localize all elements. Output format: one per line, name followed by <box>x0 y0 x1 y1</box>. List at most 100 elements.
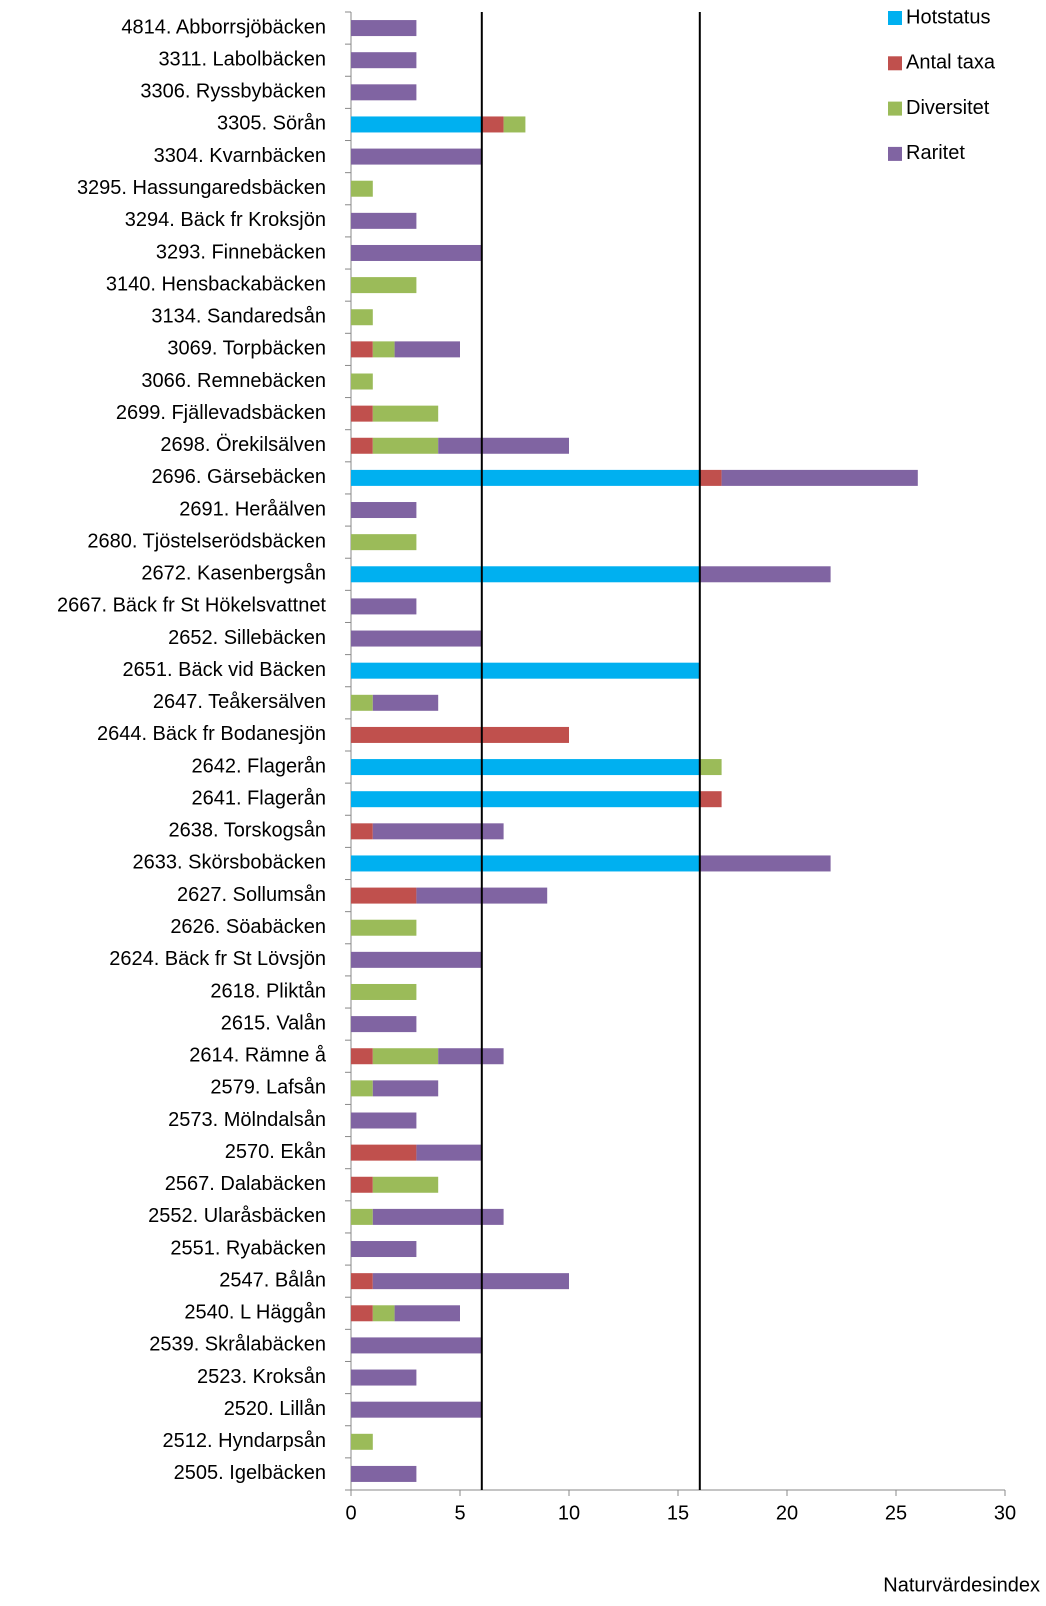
x-tick-label: 0 <box>345 1502 356 1524</box>
y-tick-label: 2627. Sollumsån <box>177 884 326 906</box>
bar-segment <box>351 1112 417 1129</box>
bar-segment <box>351 598 417 615</box>
legend-swatch <box>888 11 902 25</box>
bar-segment <box>372 405 439 422</box>
y-tick-label: 2699. Fjällevadsbäcken <box>116 402 326 424</box>
bar-segment <box>351 951 482 968</box>
x-tick-label: 25 <box>885 1502 907 1524</box>
bar-segment <box>351 1305 373 1322</box>
bar-segment <box>351 84 417 101</box>
bar-segment <box>372 1176 439 1193</box>
legend-label: Diversitet <box>906 97 990 119</box>
bar-segment <box>351 534 417 551</box>
y-tick-label: 2551. Ryabäcken <box>170 1237 326 1259</box>
legend-swatch <box>888 101 902 116</box>
y-tick-label: 2647. Teåkersälven <box>153 691 326 713</box>
y-tick-label: 2644. Bäck fr Bodanesjön <box>97 723 326 745</box>
y-tick-label: 2696. Gärsebäcken <box>151 466 326 488</box>
bar-segment <box>351 1048 373 1065</box>
y-tick-label: 2570. Ekån <box>225 1141 326 1163</box>
y-tick-label: 2698. Örekilsälven <box>160 434 326 456</box>
legend-swatch <box>888 56 902 71</box>
bar-segment <box>699 791 722 808</box>
x-tick-label: 20 <box>776 1502 798 1524</box>
y-tick-label: 2540. L Häggån <box>184 1302 326 1324</box>
bar-segment <box>372 1080 439 1097</box>
bar-segment <box>699 759 722 776</box>
bar-segment <box>351 502 417 519</box>
y-tick-label: 2642. Flagerån <box>191 755 326 777</box>
y-tick-label: 2520. Lillån <box>224 1398 326 1420</box>
y-tick-label: 2641. Flagerån <box>191 787 326 809</box>
bar-segment <box>351 759 700 776</box>
x-tick-label: 10 <box>558 1502 580 1524</box>
y-tick-label: 3134. Sandaredsån <box>151 306 326 328</box>
bar-segment <box>351 116 482 133</box>
y-tick-label: 2633. Skörsbobäcken <box>133 852 326 874</box>
bar-segment <box>372 1305 395 1322</box>
bar-segment <box>372 1273 569 1290</box>
x-tick-label: 15 <box>667 1502 689 1524</box>
bar-segment <box>351 1241 417 1258</box>
bar-segment <box>351 1433 373 1450</box>
y-tick-label: 3293. Finnebäcken <box>156 241 326 263</box>
bar-segment <box>351 244 482 261</box>
y-tick-label: 2626. Söabäcken <box>170 916 326 938</box>
bar-segment <box>351 694 373 711</box>
y-tick-label: 2573. Mölndalsån <box>168 1109 326 1131</box>
bar-segment <box>351 1144 417 1161</box>
bar-segment <box>438 437 569 454</box>
bar-segment <box>351 52 417 69</box>
bar-segment <box>372 823 504 840</box>
legend-label: Raritet <box>906 142 965 164</box>
y-tick-label: 3306. Ryssbybäcken <box>140 81 326 103</box>
y-tick-label: 2651. Bäck vid Bäcken <box>123 659 326 681</box>
bar-segment <box>394 1305 460 1322</box>
y-tick-label: 2552. Ularåsbäcken <box>148 1205 326 1227</box>
bar-segment <box>351 277 417 294</box>
bar-segment <box>372 694 439 711</box>
bar-segment <box>351 469 700 486</box>
y-tick-label: 2652. Sillebäcken <box>168 627 326 649</box>
x-axis-label: Naturvärdesindex <box>883 1574 1040 1596</box>
bar-segment <box>351 1016 417 1033</box>
bar-segment <box>351 630 482 647</box>
bar-segment <box>372 341 395 358</box>
y-tick-label: 2567. Dalabäcken <box>165 1173 326 1195</box>
bar-segment <box>351 1208 373 1225</box>
y-tick-label: 2672. Kasenbergsån <box>141 563 326 585</box>
y-tick-label: 3305. Sörån <box>217 113 326 135</box>
bar-segment <box>351 1465 417 1482</box>
bar-segment <box>351 662 700 679</box>
bar-segment <box>351 887 417 904</box>
bar-segment <box>372 1048 439 1065</box>
bar-segment <box>351 1273 373 1290</box>
bar-segment <box>721 469 918 486</box>
y-tick-label: 3304. Kvarnbäcken <box>154 145 326 167</box>
y-tick-label: 2547. Bålån <box>219 1269 326 1291</box>
bar-segment <box>438 1048 504 1065</box>
x-tick-label: 30 <box>994 1502 1016 1524</box>
y-tick-label: 3066. Remnebäcken <box>141 370 326 392</box>
y-tick-label: 2512. Hyndarpsån <box>163 1430 326 1452</box>
y-tick-label: 2614. Rämne å <box>189 1045 327 1067</box>
y-tick-label: 2505. Igelbäcken <box>174 1462 326 1484</box>
y-tick-label: 3294. Bäck fr Kroksjön <box>125 209 326 231</box>
y-tick-label: 3069. Torpbäcken <box>167 338 326 360</box>
y-tick-label: 2539. Skrålabäcken <box>149 1334 326 1356</box>
y-tick-label: 2579. Lafsån <box>210 1077 326 1099</box>
bar-segment <box>351 341 373 358</box>
bar-segment <box>351 791 700 808</box>
bar-segment <box>351 309 373 326</box>
bar-segment <box>481 116 504 133</box>
bar-segment <box>699 855 831 872</box>
y-tick-label: 2523. Kroksån <box>197 1366 326 1388</box>
bar-segment <box>351 855 700 872</box>
bar-segment <box>351 823 373 840</box>
bar-segment <box>351 1080 373 1097</box>
y-tick-label: 4814. Abborrsjöbäcken <box>121 16 326 38</box>
bar-segment <box>351 566 700 583</box>
bar-segment <box>351 373 373 390</box>
bar-segment <box>699 469 722 486</box>
